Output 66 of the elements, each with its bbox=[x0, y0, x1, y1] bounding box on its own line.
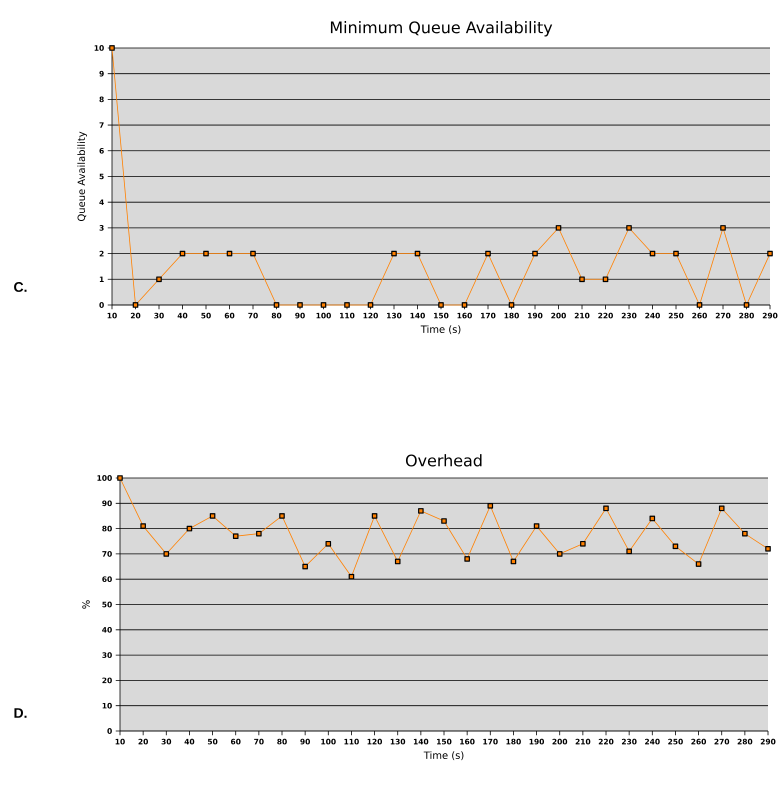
point bbox=[441, 518, 447, 524]
point bbox=[650, 250, 656, 256]
point bbox=[203, 250, 209, 256]
point bbox=[510, 558, 516, 564]
point bbox=[626, 225, 632, 231]
point bbox=[274, 302, 280, 308]
text: D. bbox=[14, 708, 26, 718]
y-axis-title: % bbox=[82, 600, 90, 609]
point bbox=[556, 551, 562, 557]
point bbox=[603, 506, 609, 512]
point bbox=[720, 225, 726, 231]
x-axis-title: Time (s) bbox=[424, 751, 464, 760]
point bbox=[508, 302, 514, 308]
point bbox=[232, 533, 238, 539]
y-axis-title: Queue Availability bbox=[77, 132, 87, 222]
point bbox=[672, 544, 678, 550]
point bbox=[696, 561, 702, 567]
point bbox=[767, 250, 773, 256]
point bbox=[297, 302, 303, 308]
point bbox=[391, 250, 397, 256]
point bbox=[210, 513, 216, 519]
point bbox=[649, 516, 656, 522]
point bbox=[579, 276, 585, 282]
point bbox=[602, 276, 608, 282]
point bbox=[742, 530, 748, 536]
point bbox=[438, 302, 444, 308]
point bbox=[140, 523, 146, 529]
point bbox=[464, 556, 470, 562]
point bbox=[372, 513, 378, 519]
point bbox=[132, 302, 138, 308]
text: C. bbox=[14, 282, 26, 292]
point bbox=[534, 523, 540, 529]
point bbox=[302, 564, 308, 570]
point bbox=[186, 526, 192, 532]
point bbox=[320, 302, 326, 308]
point bbox=[418, 508, 424, 514]
chart-title: Overhead bbox=[406, 454, 482, 466]
x-axis-title: Time (s) bbox=[420, 325, 460, 334]
point bbox=[580, 540, 586, 547]
point bbox=[156, 276, 162, 282]
point bbox=[485, 250, 491, 256]
point bbox=[344, 302, 350, 308]
point bbox=[626, 548, 632, 554]
point bbox=[673, 250, 679, 256]
point bbox=[226, 250, 232, 256]
point bbox=[250, 250, 256, 256]
point bbox=[744, 302, 750, 308]
point bbox=[487, 503, 494, 509]
point bbox=[368, 302, 374, 308]
point bbox=[556, 225, 562, 231]
point bbox=[109, 45, 115, 51]
point bbox=[279, 513, 285, 519]
chart-title: Minimum Queue Availability bbox=[330, 21, 552, 36]
point bbox=[718, 506, 724, 512]
point bbox=[462, 302, 468, 308]
point bbox=[180, 250, 186, 256]
point bbox=[348, 574, 354, 580]
point bbox=[325, 540, 332, 547]
point bbox=[256, 530, 262, 536]
point bbox=[414, 250, 420, 256]
point bbox=[117, 475, 123, 481]
point bbox=[163, 551, 170, 557]
point bbox=[532, 250, 538, 256]
point bbox=[765, 546, 771, 552]
point bbox=[394, 558, 400, 564]
point bbox=[696, 302, 702, 308]
